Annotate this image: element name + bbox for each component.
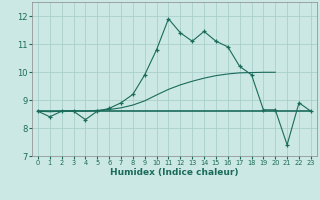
X-axis label: Humidex (Indice chaleur): Humidex (Indice chaleur) (110, 168, 239, 177)
